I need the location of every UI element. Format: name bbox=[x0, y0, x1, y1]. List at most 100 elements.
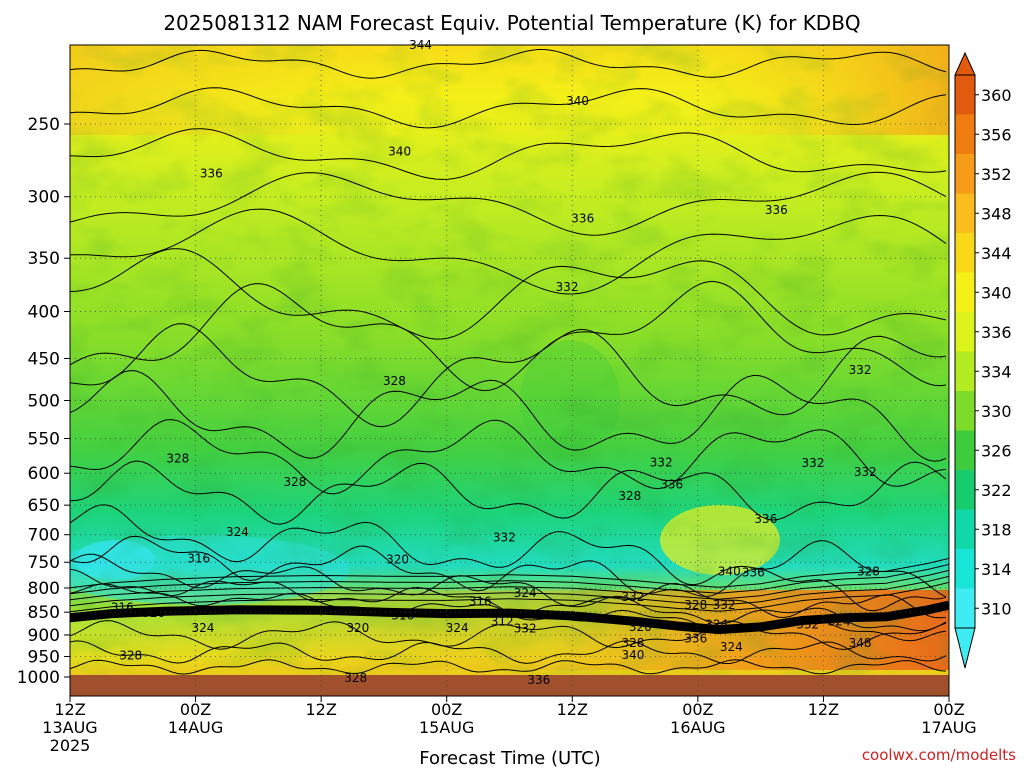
y-tick-label: 300 bbox=[28, 188, 60, 208]
y-tick-label: 900 bbox=[28, 626, 60, 646]
contour-label: 328 bbox=[344, 671, 367, 685]
contour-label: 328 bbox=[284, 475, 307, 489]
colorbar-frame bbox=[954, 74, 976, 629]
contour-label: 328 bbox=[119, 648, 142, 662]
contour-label: 324 bbox=[446, 621, 469, 635]
contour-label: 332 bbox=[796, 618, 819, 632]
colorbar-swatch bbox=[955, 154, 975, 194]
contour-label: 328 bbox=[622, 636, 645, 650]
contour-label: 332 bbox=[556, 280, 579, 294]
y-tick-label: 350 bbox=[28, 249, 60, 269]
contour-label: 332 bbox=[854, 465, 877, 479]
contour-label: 328 bbox=[684, 598, 707, 612]
contour-label: 332 bbox=[802, 456, 825, 470]
colorbar-label: 314 bbox=[981, 560, 1012, 579]
x-tick-label: 00Z bbox=[431, 700, 462, 719]
contour-label: 344 bbox=[409, 38, 432, 52]
colorbar-swatch bbox=[955, 391, 975, 431]
source-credit: coolwx.com/modelts bbox=[862, 746, 1016, 764]
ground-below-surface bbox=[70, 675, 949, 696]
y-tick-label: 800 bbox=[28, 579, 60, 599]
contour-label: 336 bbox=[660, 477, 683, 491]
contour-line bbox=[70, 248, 947, 340]
gradient-band-line bbox=[70, 557, 949, 589]
contour-label: 320 bbox=[386, 553, 409, 567]
colorbar-label: 326 bbox=[981, 441, 1012, 460]
x-tick-label: 16AUG bbox=[670, 718, 725, 737]
y-tick-label: 1000 bbox=[17, 668, 60, 688]
contour-label: 332 bbox=[514, 622, 537, 636]
x-tick-label: 14AUG bbox=[168, 718, 223, 737]
contour-label: 328 bbox=[166, 451, 189, 465]
contour-label: 332 bbox=[622, 590, 645, 604]
field-texture bbox=[70, 45, 949, 696]
contour-line bbox=[70, 659, 947, 675]
contour-label: 316 bbox=[469, 595, 492, 609]
colorbar-label: 352 bbox=[981, 165, 1012, 184]
y-tick-label: 600 bbox=[28, 464, 60, 484]
y-tick-label: 500 bbox=[28, 392, 60, 412]
contour-label: 340 bbox=[718, 565, 741, 579]
y-tick-label: 550 bbox=[28, 430, 60, 450]
x-axis-label: Forecast Time (UTC) bbox=[419, 748, 600, 768]
contour-label: 320 bbox=[142, 606, 165, 620]
contour-line bbox=[70, 87, 947, 129]
inversion-band-line bbox=[70, 600, 949, 635]
contour-label: 324 bbox=[720, 640, 743, 654]
contour-line bbox=[70, 370, 947, 462]
colorbar-bottom-arrow bbox=[954, 627, 976, 669]
x-tick-label: 15AUG bbox=[419, 718, 474, 737]
colorbar-swatch bbox=[955, 509, 975, 549]
contour-label: 324 bbox=[705, 618, 728, 632]
chart-title: 2025081312 NAM Forecast Equiv. Potential… bbox=[163, 11, 860, 35]
contour-label: 336 bbox=[527, 673, 550, 687]
contour-label: 320 bbox=[629, 620, 652, 634]
colorbar-swatch bbox=[955, 75, 975, 115]
colorbar-swatch bbox=[955, 351, 975, 391]
contour-labels: 3443403403363363363323323283283283323363… bbox=[111, 38, 880, 687]
y-axis: 250 300 350 400 450 500 550 600 650 700 750 800 850 9… bbox=[17, 115, 70, 688]
colorbar-top-arrow bbox=[954, 51, 976, 76]
contour-line bbox=[70, 128, 947, 180]
colorbar-label: 340 bbox=[981, 283, 1012, 302]
x-tick-label: 2025 bbox=[50, 736, 91, 755]
contour-label: 336 bbox=[684, 632, 707, 646]
colorbar-swatch bbox=[955, 233, 975, 273]
colorbar-label: 344 bbox=[981, 244, 1012, 263]
contour-line bbox=[70, 504, 947, 598]
contour-line bbox=[70, 49, 947, 79]
contour-label: 316 bbox=[187, 552, 210, 566]
y-tick-label: 750 bbox=[28, 553, 60, 573]
colorbar-label: 310 bbox=[981, 599, 1012, 618]
colorbar-swatch bbox=[955, 193, 975, 233]
contour-label: 336 bbox=[571, 212, 594, 226]
colorbar: 360 356 352 348 344 340 336 334 330 326 322 318 314 3… bbox=[954, 51, 1012, 669]
contour-label: 312 bbox=[491, 614, 514, 628]
contour-line bbox=[70, 280, 947, 392]
contour-label: 332 bbox=[713, 598, 736, 612]
colorbar-label: 334 bbox=[981, 362, 1012, 381]
colorbar-label: 356 bbox=[981, 125, 1012, 144]
contour-label: 328 bbox=[618, 489, 641, 503]
contour-label: 324 bbox=[828, 614, 851, 628]
contour-label: 328 bbox=[383, 374, 406, 388]
contour-label: 340 bbox=[388, 145, 411, 159]
colorbar-swatch bbox=[955, 588, 975, 628]
contour-label: 332 bbox=[493, 531, 516, 545]
contour-label: 336 bbox=[742, 566, 765, 580]
y-tick-label: 250 bbox=[28, 115, 60, 135]
x-tick-label: 12Z bbox=[557, 700, 588, 719]
colorbar-label: 322 bbox=[981, 481, 1012, 500]
x-tick-label: 00Z bbox=[180, 700, 211, 719]
colorbar-swatch bbox=[955, 549, 975, 589]
colorbar-swatch bbox=[955, 430, 975, 470]
contour-label: 336 bbox=[765, 203, 788, 217]
x-tick-label: 12Z bbox=[305, 700, 336, 719]
y-tick-label: 400 bbox=[28, 302, 60, 322]
colorbar-label: 336 bbox=[981, 323, 1012, 342]
y-tick-label: 650 bbox=[28, 496, 60, 516]
contour-line bbox=[70, 419, 947, 495]
x-tick-label: 00Z bbox=[682, 700, 713, 719]
x-tick-label: 17AUG bbox=[921, 718, 976, 737]
y-tick-label: 850 bbox=[28, 603, 60, 623]
